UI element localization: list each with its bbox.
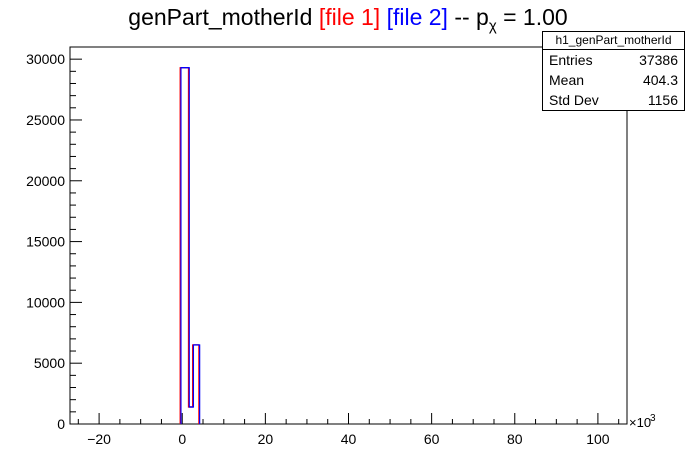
chart-title: genPart_motherId [file 1] [file 2] -- pχ… — [0, 4, 696, 35]
y-tick-label: 20000 — [26, 173, 65, 189]
stats-label: Entries — [549, 52, 593, 68]
stats-name: h1_genPart_motherId — [543, 32, 684, 50]
x-scale-exponent: 3 — [650, 413, 656, 424]
x-tick-label: 60 — [424, 431, 440, 447]
histogram-bars — [179, 67, 201, 424]
x-tick-label: 40 — [341, 431, 357, 447]
title-file2: [file 2] — [386, 4, 448, 30]
title-main: genPart_motherId — [128, 4, 313, 30]
stats-value: 1156 — [647, 92, 678, 108]
stats-value: 404.3 — [642, 72, 678, 88]
title-chi: χ — [488, 17, 497, 35]
y-tick-label: 5000 — [34, 355, 65, 371]
x-scale-label: ×10 — [629, 415, 651, 430]
axes: 0 5000 10000 15000 20000 25000 30000 −20 0 20 40 60… — [26, 46, 656, 447]
stats-box: h1_genPart_motherId Entries 37386 Mean 4… — [542, 31, 685, 111]
y-tick-label: 0 — [57, 416, 65, 432]
title-sep: -- p — [454, 4, 489, 30]
stats-row-stddev: Std Dev 1156 — [543, 90, 684, 110]
stats-row-mean: Mean 404.3 — [543, 70, 684, 90]
y-tick-label: 30000 — [26, 51, 65, 67]
stats-value: 37386 — [639, 52, 678, 68]
y-tick-label: 25000 — [26, 112, 65, 128]
x-tick-label: 0 — [178, 431, 186, 447]
y-tick-label: 15000 — [26, 234, 65, 250]
stats-label: Std Dev — [549, 92, 599, 108]
x-tick-label: 20 — [258, 431, 274, 447]
histogram-series-2 — [180, 67, 201, 424]
y-tick-label: 10000 — [26, 294, 65, 310]
stats-row-entries: Entries 37386 — [543, 50, 684, 70]
stats-label: Mean — [549, 72, 585, 88]
title-file1: [file 1] — [318, 4, 381, 30]
x-tick-label: 80 — [507, 431, 523, 447]
x-tick-label: −20 — [87, 431, 111, 447]
x-tick-label: 100 — [586, 431, 610, 447]
title-pvalue: = 1.00 — [503, 4, 568, 30]
